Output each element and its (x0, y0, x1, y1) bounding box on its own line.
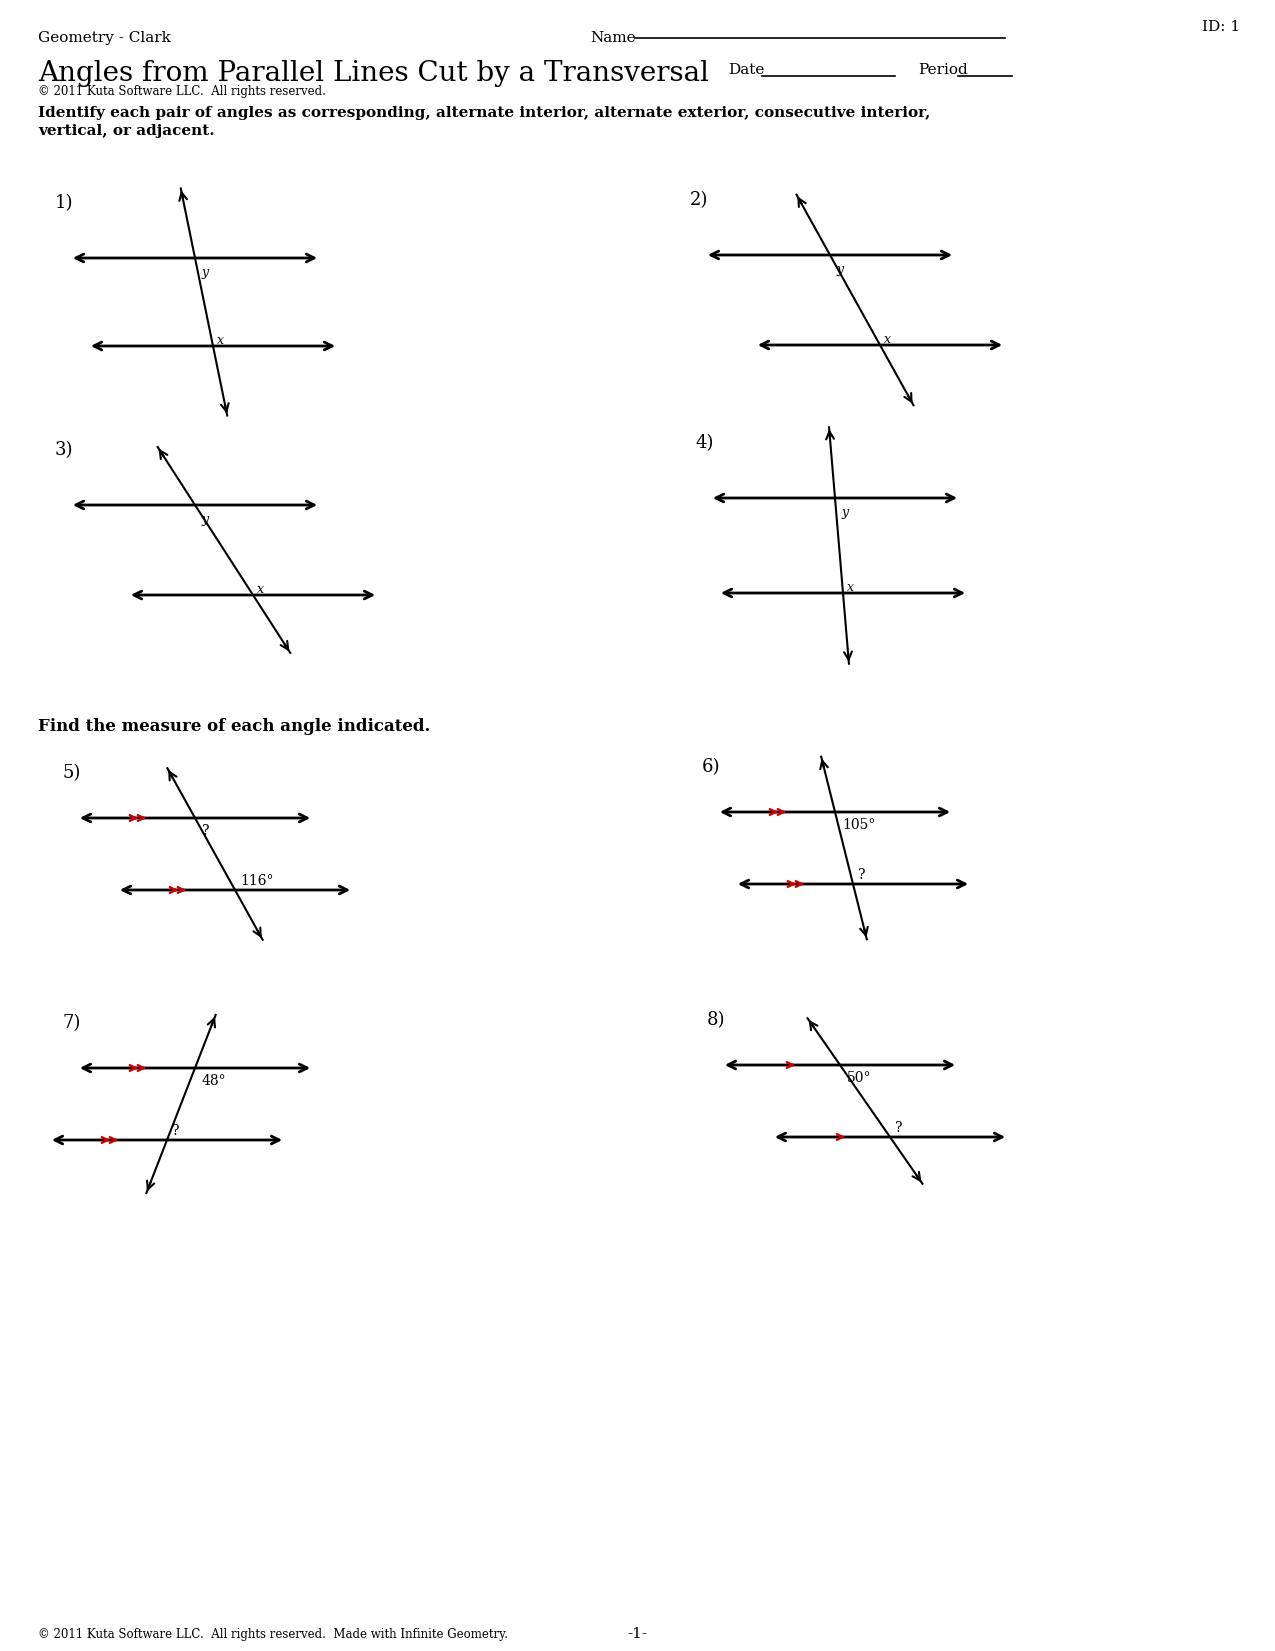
Text: © 2011 Kuta Software LLC.  All rights reserved.  Made with Infinite Geometry.: © 2011 Kuta Software LLC. All rights res… (38, 1628, 507, 1641)
Text: ?: ? (172, 1124, 180, 1138)
Text: ?: ? (201, 824, 209, 839)
Text: 8): 8) (708, 1010, 725, 1029)
Text: 1): 1) (55, 195, 74, 211)
Text: 6): 6) (703, 758, 720, 776)
Text: Find the measure of each angle indicated.: Find the measure of each angle indicated… (38, 718, 431, 735)
Text: 2): 2) (690, 192, 709, 210)
Text: 116°: 116° (240, 873, 274, 888)
Text: Angles from Parallel Lines Cut by a Transversal: Angles from Parallel Lines Cut by a Tran… (38, 59, 709, 86)
Text: y: y (836, 263, 843, 276)
Text: © 2011 Kuta Software LLC.  All rights reserved.: © 2011 Kuta Software LLC. All rights res… (38, 84, 326, 97)
Text: vertical, or adjacent.: vertical, or adjacent. (38, 124, 214, 139)
Text: 7): 7) (62, 1014, 80, 1032)
Text: 105°: 105° (842, 817, 876, 832)
Text: Name: Name (590, 31, 636, 45)
Text: x: x (258, 583, 264, 596)
Text: y: y (842, 505, 848, 518)
Text: 4): 4) (695, 434, 714, 452)
Text: x: x (217, 334, 224, 347)
Text: -1-: -1- (627, 1626, 646, 1641)
Text: x: x (847, 581, 854, 593)
Text: ?: ? (858, 868, 866, 882)
Text: Period: Period (918, 63, 968, 78)
Text: y: y (201, 512, 208, 525)
Text: Geometry - Clark: Geometry - Clark (38, 31, 171, 45)
Text: ?: ? (895, 1121, 903, 1134)
Text: 50°: 50° (847, 1071, 872, 1085)
Text: 48°: 48° (201, 1075, 227, 1088)
Text: Identify each pair of angles as corresponding, alternate interior, alternate ext: Identify each pair of angles as correspo… (38, 106, 931, 121)
Text: x: x (884, 332, 891, 345)
Text: 5): 5) (62, 764, 80, 783)
Text: ID: 1: ID: 1 (1202, 20, 1241, 35)
Text: 3): 3) (55, 441, 74, 459)
Text: y: y (201, 266, 208, 279)
Text: Date: Date (728, 63, 765, 78)
